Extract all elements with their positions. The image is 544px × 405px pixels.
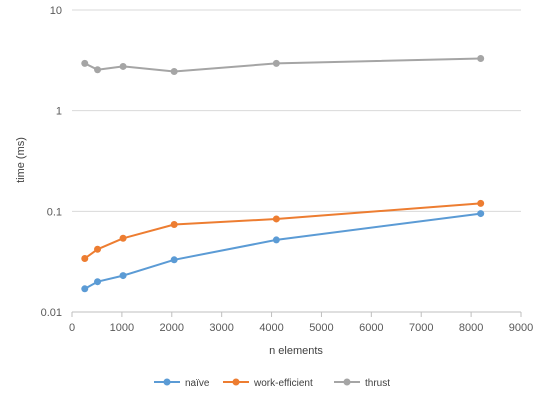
data-point <box>94 278 102 286</box>
legend-label: thrust <box>365 378 390 389</box>
series-group <box>81 54 485 293</box>
x-tick-label: 7000 <box>409 322 433 334</box>
series-naive <box>81 210 485 293</box>
legend-item: work-efficient <box>223 378 313 389</box>
data-point <box>119 234 127 242</box>
y-axis-label: time (ms) <box>15 137 27 183</box>
data-point <box>272 236 280 244</box>
legend-item: naïve <box>154 378 210 389</box>
data-point <box>477 210 485 218</box>
y-axis-ticks: 0.01 0.1 1 10 <box>41 5 62 319</box>
x-tick-label: 1000 <box>110 322 134 334</box>
x-tick-label: 8000 <box>459 322 483 334</box>
data-point <box>170 67 178 75</box>
legend: naïve work-efficient thrust <box>154 378 390 389</box>
data-point <box>119 272 127 280</box>
x-axis-label: n elements <box>269 345 323 357</box>
x-tick-label: 0 <box>69 322 75 334</box>
x-tick-label: 4000 <box>259 322 283 334</box>
series-work-efficient <box>81 199 485 262</box>
data-point <box>477 199 485 207</box>
y-tick-label: 0.1 <box>47 206 62 218</box>
x-axis-ticks: 0 1000 2000 3000 4000 5000 6000 7000 8000 9000 <box>69 312 533 334</box>
data-point <box>119 62 127 70</box>
series-line <box>84 57 481 73</box>
legend-label: naïve <box>185 378 210 389</box>
series-line <box>84 212 481 290</box>
data-point <box>81 285 89 293</box>
x-tick-label: 5000 <box>309 322 333 334</box>
data-point <box>94 66 102 74</box>
data-point <box>94 245 102 253</box>
y-tick-label: 1 <box>56 106 62 118</box>
legend-swatch-marker <box>232 378 240 386</box>
legend-item: thrust <box>334 378 390 389</box>
data-point <box>81 254 89 262</box>
data-point <box>477 54 485 62</box>
data-point <box>170 256 178 264</box>
legend-label: work-efficient <box>253 378 313 389</box>
x-tick-label: 9000 <box>509 322 533 334</box>
y-tick-label: 0.01 <box>41 307 62 319</box>
data-point <box>272 215 280 223</box>
x-tick-label: 2000 <box>160 322 184 334</box>
gridlines <box>72 9 521 313</box>
data-point <box>81 59 89 67</box>
x-tick-label: 6000 <box>359 322 383 334</box>
data-point <box>170 220 178 228</box>
y-tick-label: 10 <box>50 5 62 17</box>
series-thrust <box>81 54 485 75</box>
legend-swatch-marker <box>163 378 171 386</box>
x-tick-label: 3000 <box>209 322 233 334</box>
legend-swatch-marker <box>343 378 351 386</box>
data-point <box>272 59 280 67</box>
